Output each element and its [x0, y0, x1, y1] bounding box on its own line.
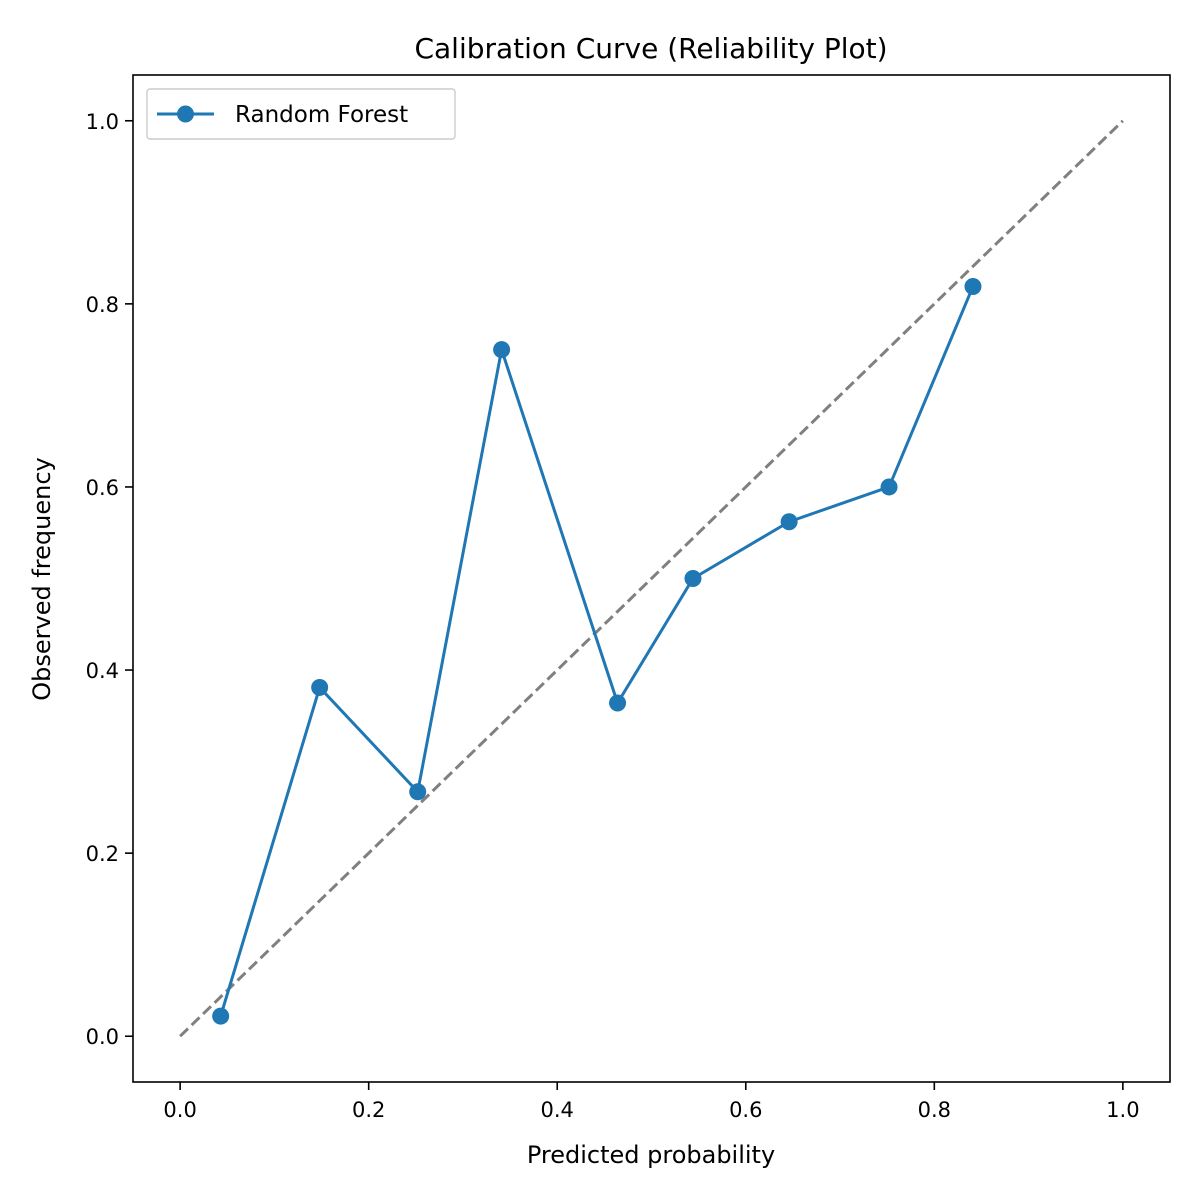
x-axis-ticks: 0.0 0.2 0.4 0.6 0.8 1.0	[163, 1082, 1140, 1122]
x-tick-label: 0.6	[729, 1098, 762, 1122]
legend: Random Forest	[146, 88, 456, 140]
chart-title: Calibration Curve (Reliability Plot)	[414, 32, 887, 65]
data-point	[311, 678, 329, 696]
legend-box	[146, 88, 456, 140]
y-tick-label: 0.4	[86, 659, 119, 683]
y-tick-label: 0.8	[86, 293, 119, 317]
data-point	[684, 570, 702, 587]
x-tick-label: 1.0	[1106, 1098, 1139, 1122]
y-tick-label: 0.2	[86, 842, 119, 866]
data-point	[609, 694, 627, 712]
data-point	[880, 478, 898, 496]
y-axis-ticks: 0.0 0.2 0.4 0.6 0.8 1.0	[86, 110, 133, 1049]
x-tick-label: 0.8	[918, 1098, 951, 1122]
data-point	[212, 1007, 230, 1025]
data-point	[409, 783, 427, 801]
y-axis-label: Observed frequency	[28, 457, 56, 700]
data-point	[493, 341, 511, 359]
data-point	[780, 513, 798, 531]
data-point	[964, 277, 982, 295]
x-tick-label: 0.2	[352, 1098, 385, 1122]
plot-area	[179, 119, 1124, 1038]
x-tick-label: 0.4	[541, 1098, 574, 1122]
x-tick-label: 0.0	[163, 1098, 196, 1122]
y-tick-label: 0.0	[86, 1025, 119, 1049]
y-tick-label: 1.0	[86, 110, 119, 134]
y-tick-label: 0.6	[86, 476, 119, 500]
legend-series-marker	[177, 105, 194, 123]
legend-series-label: Random Forest	[235, 102, 408, 128]
axes-frame	[132, 74, 1171, 1083]
reference-diagonal-line	[179, 119, 1124, 1038]
series-line-0	[219, 285, 975, 1017]
x-axis-label: Predicted probability	[527, 1141, 775, 1169]
